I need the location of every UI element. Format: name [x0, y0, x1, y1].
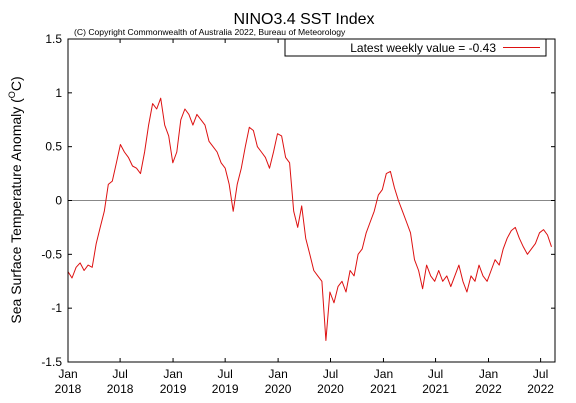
y-ticks: -1.5 -1 -0.5 0 0.5 1 1.5 [41, 32, 555, 369]
x-tick-label-year: 2018 [107, 382, 134, 396]
y-tick-label: 1.5 [45, 32, 62, 46]
y-axis-label-unit-sup: O [7, 91, 17, 98]
x-tick-label-month: Jan [268, 367, 287, 381]
x-tick-label-month: Jul [217, 367, 232, 381]
x-tick-label-month: Jan [163, 367, 182, 381]
legend-box [284, 38, 547, 57]
x-tick-label-year: 2019 [160, 382, 187, 396]
plot-area: -1.5-1-0.500.511.5 Jan2018Jul2018Jan2019… [41, 32, 556, 396]
y-axis-label: Sea Surface Temperature Anomaly (OC) [7, 76, 24, 323]
x-tick-label-year: 2022 [527, 382, 554, 396]
x-tick-label-month: Jul [112, 367, 127, 381]
legend-label: Latest weekly value = -0.43 [350, 41, 496, 55]
x-tick-label-year: 2019 [212, 382, 239, 396]
y-axis-label-main: Sea Surface Temperature Anomaly ( [8, 98, 24, 324]
x-tick-label-month: Jan [479, 367, 498, 381]
chart-subtitle: (C) Copyright Commonwealth of Australia … [74, 27, 346, 37]
x-tick-label-year: 2020 [317, 382, 344, 396]
x-ticks: Jan2018Jul2018Jan2019Jul2019Jan2020Jul20… [55, 39, 554, 396]
x-tick-label-month: Jul [533, 367, 548, 381]
chart-title: NINO3.4 SST Index [233, 11, 374, 28]
series-line-nino34 [67, 97, 552, 341]
y-axis-label-unit: C) [8, 76, 24, 91]
y-tick-label: 0 [55, 194, 62, 208]
y-tick-label: -0.5 [41, 247, 62, 261]
x-tick-label-month: Jul [323, 367, 338, 381]
x-tick-label-month: Jan [374, 367, 393, 381]
y-tick-label: -1 [51, 301, 62, 315]
x-tick-label-year: 2022 [475, 382, 502, 396]
y-tick-label: 1 [55, 86, 62, 100]
x-tick-label-month: Jan [58, 367, 77, 381]
x-tick-label-year: 2021 [370, 382, 397, 396]
x-tick-label-year: 2021 [422, 382, 449, 396]
y-tick-label: 0.5 [45, 140, 62, 154]
legend: Latest weekly value = -0.43 [284, 38, 547, 57]
x-tick-label-year: 2018 [55, 382, 82, 396]
y-tick-label: -1.5 [41, 355, 62, 369]
x-tick-label-year: 2020 [265, 382, 292, 396]
x-tick-label-month: Jul [428, 367, 443, 381]
